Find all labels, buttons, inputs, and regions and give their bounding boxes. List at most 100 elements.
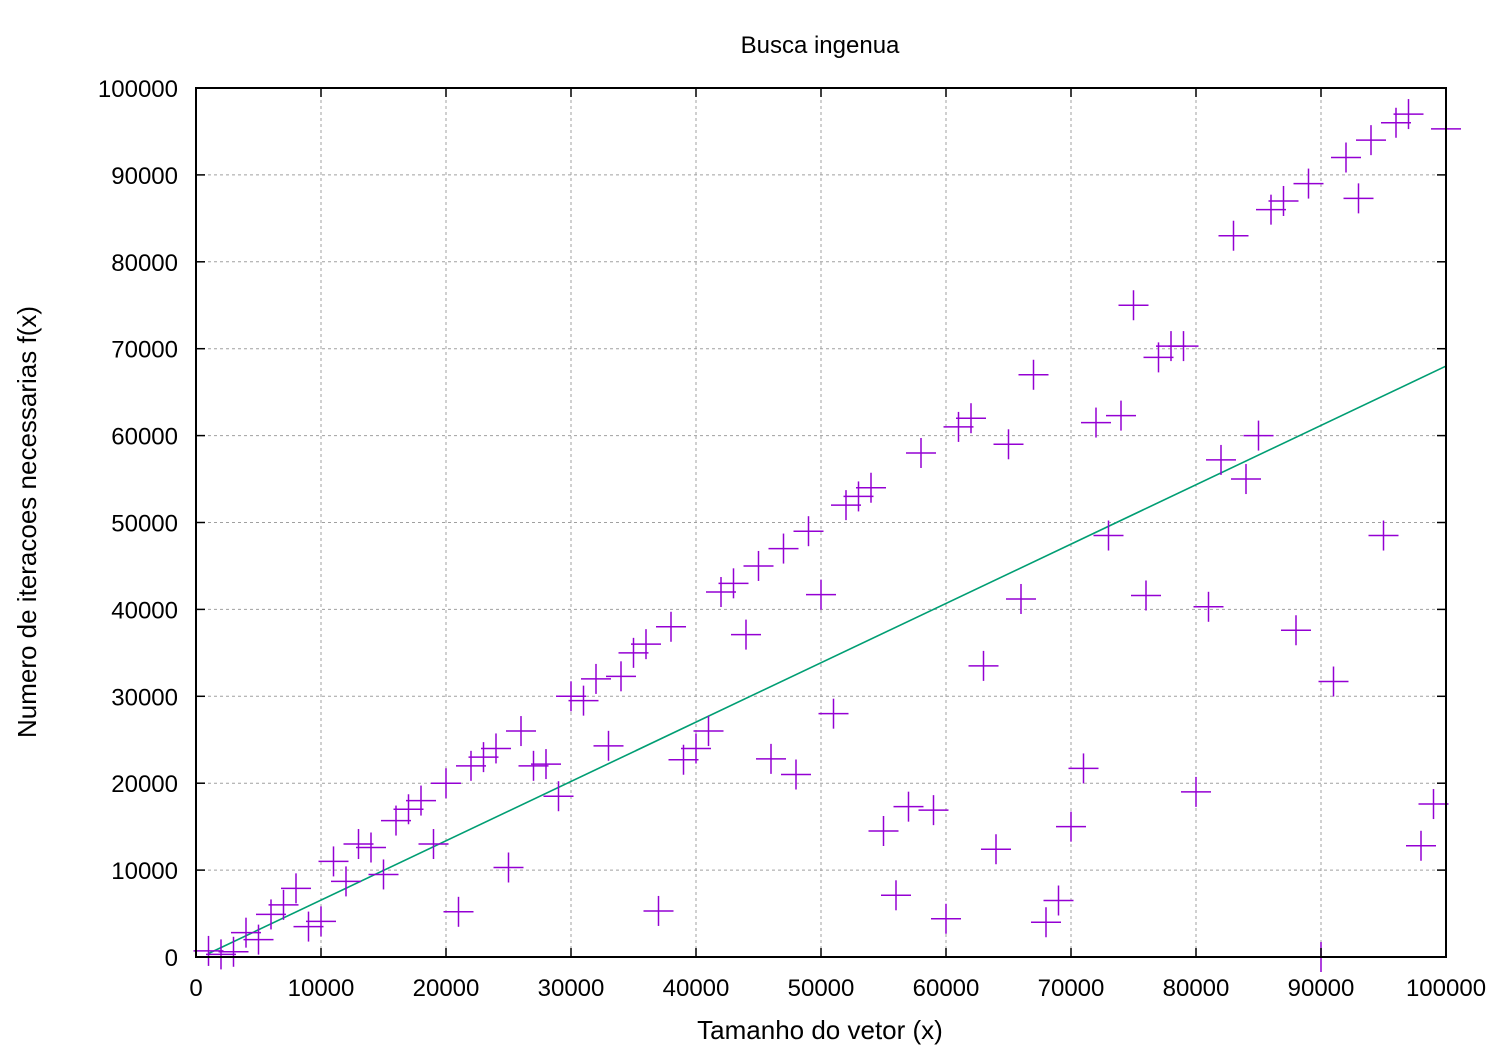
data-point bbox=[856, 472, 886, 503]
data-point bbox=[1393, 99, 1424, 130]
data-point bbox=[1168, 331, 1199, 362]
data-point bbox=[693, 716, 724, 747]
data-point bbox=[881, 880, 911, 911]
y-tick-label: 10000 bbox=[111, 858, 178, 885]
data-point bbox=[1018, 359, 1049, 390]
data-point bbox=[581, 663, 611, 694]
data-point bbox=[518, 750, 549, 781]
x-tick-label: 80000 bbox=[1163, 975, 1230, 1002]
data-point bbox=[806, 579, 836, 610]
x-tick-label: 70000 bbox=[1038, 975, 1105, 1002]
data-point bbox=[481, 733, 511, 764]
data-point bbox=[718, 568, 749, 599]
y-tick-label: 40000 bbox=[111, 597, 178, 624]
data-point bbox=[731, 619, 761, 650]
grid-lines bbox=[196, 88, 1446, 957]
data-point bbox=[1243, 420, 1274, 451]
x-tick-label: 40000 bbox=[663, 975, 730, 1002]
data-point bbox=[418, 829, 449, 860]
axis-ticks bbox=[195, 87, 1447, 958]
data-point bbox=[593, 730, 624, 761]
data-point bbox=[568, 685, 599, 716]
data-point bbox=[956, 403, 986, 434]
data-point bbox=[468, 742, 499, 773]
data-point bbox=[1206, 444, 1236, 475]
data-point bbox=[506, 716, 536, 747]
data-point bbox=[543, 781, 574, 812]
trend-line bbox=[208, 365, 1447, 955]
data-point bbox=[643, 895, 674, 926]
y-tick-label: 0 bbox=[165, 945, 178, 972]
data-point bbox=[1356, 125, 1386, 156]
data-point bbox=[556, 681, 586, 712]
data-point bbox=[1056, 811, 1086, 842]
data-point bbox=[193, 935, 224, 966]
data-point bbox=[781, 759, 811, 790]
y-tick-label: 80000 bbox=[111, 250, 178, 277]
data-point bbox=[231, 917, 261, 948]
data-point bbox=[1068, 753, 1099, 784]
y-tick-label: 100000 bbox=[98, 76, 178, 103]
data-point bbox=[1193, 591, 1224, 622]
data-point bbox=[206, 939, 236, 970]
data-point bbox=[1293, 168, 1324, 199]
data-point bbox=[606, 661, 636, 692]
x-tick-labels: 0 10000 20000 30000 40000 50000 60000 70000 8000… bbox=[189, 975, 1486, 1002]
data-point bbox=[968, 650, 999, 681]
data-point bbox=[931, 903, 961, 934]
data-point bbox=[681, 733, 711, 764]
x-tick-label: 30000 bbox=[538, 975, 605, 1002]
data-point bbox=[318, 846, 349, 877]
data-point bbox=[706, 577, 736, 608]
data-point bbox=[1231, 464, 1261, 495]
data-point bbox=[618, 637, 649, 668]
data-point bbox=[818, 698, 849, 729]
x-tick-label: 0 bbox=[189, 975, 202, 1002]
data-point bbox=[306, 906, 336, 937]
data-point bbox=[1368, 520, 1399, 551]
data-point bbox=[918, 795, 949, 826]
data-point bbox=[1043, 885, 1074, 916]
data-point bbox=[1268, 185, 1299, 216]
data-point bbox=[893, 791, 924, 822]
data-point bbox=[1281, 615, 1311, 646]
data-point bbox=[493, 852, 524, 883]
data-point bbox=[368, 859, 399, 890]
data-point bbox=[1381, 107, 1411, 138]
data-point bbox=[393, 794, 424, 825]
y-tick-label: 30000 bbox=[111, 684, 178, 711]
data-point bbox=[456, 750, 486, 781]
data-point bbox=[656, 611, 686, 642]
data-point bbox=[668, 744, 699, 775]
x-axis-label: Tamanho do vetor (x) bbox=[697, 1015, 943, 1045]
y-axis-label: Numero de iteracoes necessarias f(x) bbox=[12, 306, 42, 738]
data-point bbox=[531, 749, 561, 780]
data-point bbox=[756, 743, 786, 774]
x-tick-label: 100000 bbox=[1406, 975, 1486, 1002]
data-point bbox=[943, 411, 974, 442]
data-point bbox=[1118, 290, 1149, 321]
data-point bbox=[993, 429, 1024, 460]
data-point bbox=[218, 936, 249, 967]
y-tick-label: 20000 bbox=[111, 771, 178, 798]
trend-line-path bbox=[208, 365, 1447, 955]
data-point bbox=[1181, 776, 1211, 807]
data-point bbox=[906, 437, 936, 468]
y-tick-label: 60000 bbox=[111, 424, 178, 451]
data-point bbox=[1318, 666, 1349, 697]
y-tick-label: 50000 bbox=[111, 511, 178, 538]
data-point bbox=[868, 815, 899, 846]
data-point bbox=[1131, 580, 1161, 611]
data-point bbox=[631, 629, 661, 660]
data-points bbox=[193, 99, 1461, 972]
data-point bbox=[1256, 194, 1286, 225]
data-point bbox=[1031, 907, 1061, 938]
data-point bbox=[293, 911, 324, 942]
data-point bbox=[281, 873, 311, 904]
y-tick-label: 70000 bbox=[111, 337, 178, 364]
data-point bbox=[831, 490, 861, 521]
x-tick-label: 20000 bbox=[413, 975, 480, 1002]
data-point bbox=[356, 832, 386, 863]
